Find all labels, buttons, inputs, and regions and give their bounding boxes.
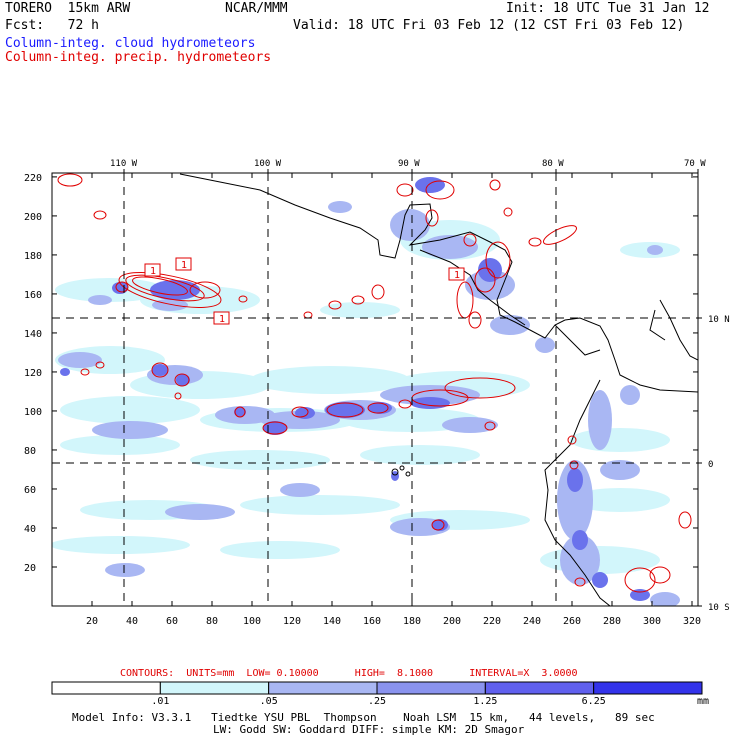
x-tick-label: 80 bbox=[206, 616, 218, 627]
y-tick-label: 200 bbox=[24, 212, 42, 223]
contour-label: 1 bbox=[181, 260, 187, 271]
y-tick-label: 140 bbox=[24, 329, 42, 340]
lon-label: 70 W bbox=[684, 159, 706, 169]
x-tick-label: 160 bbox=[363, 616, 381, 627]
plot-frame bbox=[51, 172, 699, 607]
lat-label: 10 S bbox=[708, 603, 730, 613]
model-info: Model Info: V3.3.1 Tiedtke YSU PBL Thomp… bbox=[72, 711, 655, 724]
colorbar: .01 .05 .25 1.25 6.25 mm bbox=[51, 681, 709, 707]
colorbar-label: 6.25 bbox=[582, 696, 606, 707]
x-tick-label: 40 bbox=[126, 616, 138, 627]
lat-label: 10 N bbox=[708, 315, 730, 325]
coastlines bbox=[179, 173, 698, 606]
x-tick-label: 320 bbox=[683, 616, 701, 627]
y-tick-label: 100 bbox=[24, 407, 42, 418]
x-tick-label: 240 bbox=[523, 616, 541, 627]
colorbar-label: .05 bbox=[260, 696, 278, 707]
contour-info: CONTOURS: UNITS=mm LOW= 0.10000 HIGH= 8.… bbox=[120, 668, 578, 679]
colorbar-swatch bbox=[268, 681, 378, 695]
y-tick-label: 120 bbox=[24, 368, 42, 379]
lon-label: 90 W bbox=[398, 159, 420, 169]
x-tick-label: 180 bbox=[403, 616, 421, 627]
contour-label: 1 bbox=[454, 270, 460, 281]
colorbar-swatch bbox=[484, 681, 595, 695]
x-tick-label: 60 bbox=[166, 616, 178, 627]
x-tick-label: 120 bbox=[283, 616, 301, 627]
cloud-shading bbox=[52, 177, 680, 606]
x-tick-label: 140 bbox=[323, 616, 341, 627]
x-tick-label: 300 bbox=[643, 616, 661, 627]
y-tick-label: 220 bbox=[24, 173, 42, 184]
colorbar-swatch bbox=[51, 681, 161, 695]
colorbar-label: .25 bbox=[368, 696, 386, 707]
colorbar-units: mm bbox=[697, 696, 709, 707]
colorbar-swatch bbox=[593, 681, 703, 695]
contour-label: 1 bbox=[150, 266, 156, 277]
x-tick-label: 220 bbox=[483, 616, 501, 627]
lon-label: 80 W bbox=[542, 159, 564, 169]
colorbar-swatch bbox=[159, 681, 270, 695]
contour-label: 1 bbox=[219, 314, 225, 325]
x-tick-label: 280 bbox=[603, 616, 621, 627]
physics-info: LW: Godd SW: Goddard DIFF: simple KM: 2D… bbox=[213, 723, 525, 736]
init-time: Init: 18 UTC Tue 31 Jan 12 bbox=[506, 1, 710, 16]
lon-label: 110 W bbox=[110, 159, 138, 169]
graticule bbox=[52, 173, 698, 606]
x-tick-label: 100 bbox=[243, 616, 261, 627]
field-label-cloud: Column-integ. cloud hydrometeors bbox=[5, 36, 256, 51]
colorbar-label: .01 bbox=[151, 696, 169, 707]
y-tick-label: 20 bbox=[24, 563, 36, 574]
field-label-precip: Column-integ. precip. hydrometeors bbox=[5, 50, 272, 65]
y-tick-label: 40 bbox=[24, 524, 36, 535]
forecast-hour: Fcst: 72 h bbox=[5, 18, 99, 33]
valid-time: Valid: 18 UTC Fri 03 Feb 12 (12 CST Fri … bbox=[293, 18, 685, 33]
contour-labels: 1 1 1 1 bbox=[144, 257, 465, 325]
colorbar-label: 1.25 bbox=[473, 696, 497, 707]
y-tick-label: 160 bbox=[24, 290, 42, 301]
precip-contours bbox=[57, 173, 692, 593]
y-tick-label: 180 bbox=[24, 251, 42, 262]
x-tick-label: 200 bbox=[443, 616, 461, 627]
y-tick-label: 60 bbox=[24, 485, 36, 496]
organization: NCAR/MMM bbox=[225, 1, 288, 16]
colorbar-swatch bbox=[376, 681, 486, 695]
lon-label: 100 W bbox=[254, 159, 282, 169]
x-tick-label: 260 bbox=[563, 616, 581, 627]
lat-label: 0 bbox=[708, 460, 713, 470]
model-name: TORERO 15km ARW bbox=[5, 1, 131, 16]
y-tick-label: 80 bbox=[24, 446, 36, 457]
x-tick-label: 20 bbox=[86, 616, 98, 627]
